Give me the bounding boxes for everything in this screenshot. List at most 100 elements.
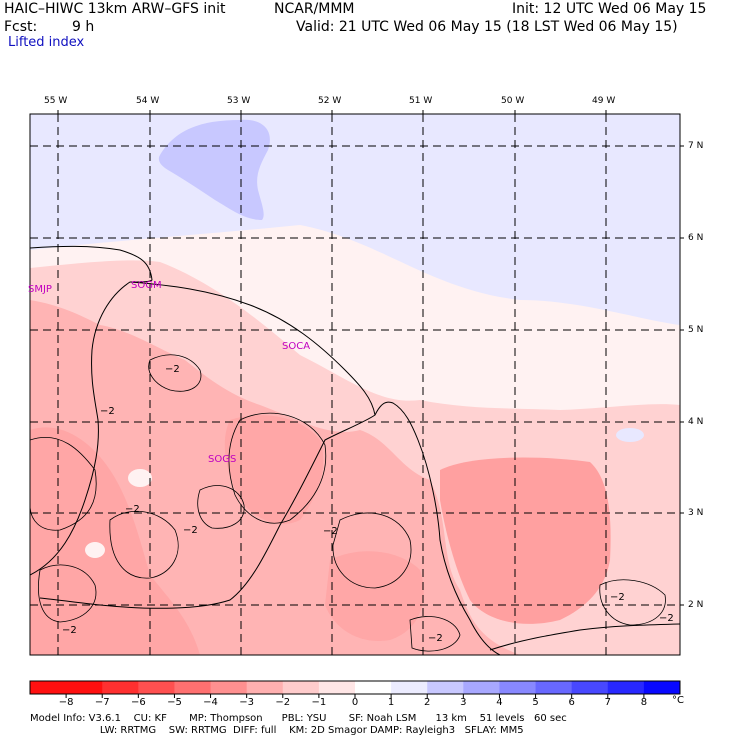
lon-label-51w: 51 W <box>409 96 433 106</box>
lon-label-49w: 49 W <box>592 96 616 106</box>
colorbar-label: −4 <box>203 697 218 708</box>
colorbar-swatch <box>174 681 212 694</box>
contour-minus2 <box>599 579 666 626</box>
border-line <box>30 245 153 576</box>
colorbar-swatch <box>391 681 428 694</box>
right-ticks <box>680 145 684 606</box>
colorbar-swatch <box>571 681 609 694</box>
contour-label: −2 <box>62 625 77 636</box>
colorbar-swatch <box>643 681 681 694</box>
colorbar-label: 7 <box>604 697 611 708</box>
model-info-line1: Model Info: V3.6.1 CU: KF MP: Thompson P… <box>30 713 567 724</box>
colorbar-swatch <box>102 681 139 694</box>
contour-minus2 <box>332 512 412 589</box>
colorbar-swatch <box>463 681 500 694</box>
colorbar-swatch <box>138 681 175 694</box>
colorbar-label: −7 <box>94 697 110 708</box>
colorbar-label: −5 <box>167 697 182 708</box>
graticule <box>30 114 680 655</box>
colorbar-swatch <box>535 681 573 694</box>
colorbar-frame <box>29 680 681 695</box>
colorbar-swatch <box>607 681 645 694</box>
colorbar-label: −6 <box>130 697 146 708</box>
colorbar-label: −8 <box>58 697 74 708</box>
lon-label-55w: 55 W <box>44 96 68 106</box>
lat-label-6n: 6 N <box>688 233 704 243</box>
lon-label-54w: 54 W <box>136 96 160 106</box>
field-red-patch-south <box>325 551 424 641</box>
contour-label: −2 <box>100 406 115 417</box>
colorbar-label: 6 <box>568 697 575 708</box>
lat-label-5n: 5 N <box>688 325 704 335</box>
border-line <box>374 401 501 655</box>
colorbar-swatch <box>30 681 67 694</box>
colorbar-label: 1 <box>387 697 395 708</box>
contour-minus2 <box>38 564 97 623</box>
contour-minus2 <box>30 436 97 531</box>
field-red-patch-central <box>224 415 324 524</box>
init-time: Init: 12 UTC Wed 06 May 15 <box>512 1 707 17</box>
contour-label: −2 <box>659 613 674 624</box>
lon-label-50w: 50 W <box>501 96 525 106</box>
colorbar <box>30 681 681 698</box>
field-light-spot <box>128 469 152 487</box>
contour-minus2 <box>197 485 245 529</box>
colorbar-label: 0 <box>351 697 359 708</box>
colorbar-label: −1 <box>311 697 327 708</box>
valid-time: Valid: 21 UTC Wed 06 May 15 (18 LST Wed … <box>296 19 678 35</box>
colorbar-swatch <box>246 681 284 694</box>
field-name: Lifted index <box>8 35 85 50</box>
lon-label-52w: 52 W <box>318 96 342 106</box>
colorbar-label: 3 <box>460 697 467 708</box>
colorbar-swatch <box>66 681 103 694</box>
contour-label: −2 <box>125 504 140 515</box>
colorbar-swatch <box>210 681 248 694</box>
contour-label: −2 <box>428 633 443 644</box>
lat-label-3n: 3 N <box>688 508 704 518</box>
field-light-spot <box>616 428 644 442</box>
field-light-spot <box>85 542 105 558</box>
forecast-label: Fcst: <box>4 19 38 35</box>
lat-label-4n: 4 N <box>688 417 704 427</box>
contour-label: −2 <box>610 592 625 603</box>
field-red-patch-east <box>440 457 611 624</box>
colorbar-label: −3 <box>239 697 255 708</box>
contour-minus2 <box>148 354 202 392</box>
station-sogs: SOGS <box>208 454 236 465</box>
chart-source: NCAR/MMM <box>274 1 355 17</box>
colorbar-swatch <box>499 681 537 694</box>
lat-label-2n: 2 N <box>688 600 704 610</box>
station-soca: SOCA <box>282 341 310 352</box>
border-line <box>489 623 680 651</box>
field-blue-blob <box>158 119 270 220</box>
colorbar-label: 8 <box>640 697 648 708</box>
lifted-index-field <box>30 114 680 655</box>
colorbar-label: 5 <box>532 697 539 708</box>
forecast-hour: 9 h <box>72 19 95 35</box>
contour-label: −2 <box>323 526 338 537</box>
station-smjp: SMJP <box>28 284 52 295</box>
contour-minus2 <box>409 616 461 652</box>
colorbar-label: −2 <box>275 697 291 708</box>
chart-title: HAIC–HIWC 13km ARW–GFS init <box>4 1 226 17</box>
colorbar-swatch <box>282 681 320 694</box>
top-ticks <box>57 110 607 114</box>
field-red-patch-west <box>30 427 200 655</box>
border-line <box>39 281 376 609</box>
colorbar-swatch <box>427 681 464 694</box>
colorbar-unit: °C <box>672 695 684 706</box>
colorbar-swatch <box>355 681 392 694</box>
colorbar-label: 4 <box>496 697 503 708</box>
model-info-line2: LW: RRTMG SW: RRTMG DIFF: full KM: 2D Sm… <box>30 725 524 736</box>
colorbar-label: 2 <box>424 697 431 708</box>
lon-label-53w: 53 W <box>227 96 251 106</box>
colorbar-swatch <box>318 681 356 694</box>
contour-minus2 <box>109 511 179 579</box>
contour-minus2 <box>228 412 327 524</box>
lat-label-7n: 7 N <box>688 141 704 151</box>
map-frame <box>29 113 681 656</box>
contour-label: −2 <box>165 364 180 375</box>
contour-label: −2 <box>183 525 198 536</box>
station-sogm: SOGM <box>131 280 162 291</box>
